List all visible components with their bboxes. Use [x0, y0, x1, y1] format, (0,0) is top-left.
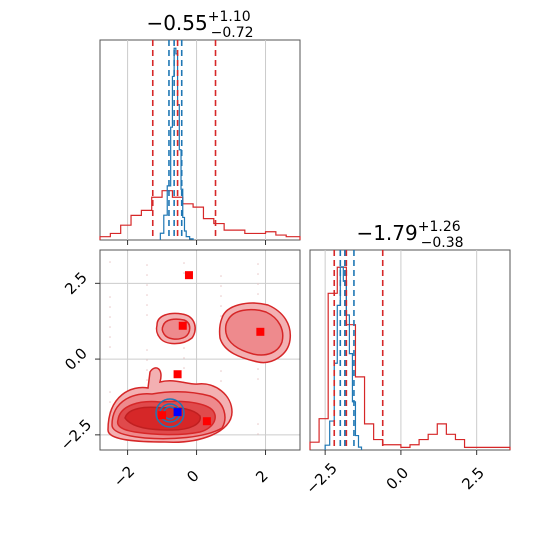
x-tick-label: 0.0 — [383, 464, 413, 494]
sample-dot — [146, 314, 148, 316]
y-tick-label: 0.0 — [61, 344, 91, 374]
histogram-step-1 — [324, 266, 363, 450]
panel-joint: −2 0 2 −2.5 0.0 2.5 — [57, 249, 301, 491]
red-square-marker — [178, 321, 187, 330]
sample-dot — [220, 305, 222, 307]
axes-frame — [309, 249, 511, 451]
sample-dot — [183, 367, 185, 369]
y-tick-label: −2.5 — [57, 416, 95, 454]
panel-y-marginal: −2.5 0.0 2.5 −1.79+1.26 −0.38 — [302, 219, 511, 498]
sample-dot — [109, 316, 111, 318]
sample-dot — [146, 264, 148, 266]
title-value: −1.79 — [356, 221, 417, 245]
x-tick-label: 2.5 — [458, 464, 488, 494]
sample-dot — [109, 261, 111, 263]
panel-title-y: −1.79+1.26 −0.38 — [356, 219, 463, 251]
axes-frame — [99, 39, 301, 241]
y-tick-label: 2.5 — [61, 269, 91, 299]
red-square-marker — [256, 327, 265, 336]
sample-dot — [183, 262, 185, 264]
sample-dot — [257, 423, 259, 425]
contour-blob-right — [218, 302, 292, 364]
sample-dot — [109, 306, 111, 308]
red-square-marker — [184, 271, 193, 280]
sample-dot — [257, 433, 259, 435]
panel-title-x: −0.55+1.10 −0.72 — [146, 9, 253, 41]
histogram-step-0 — [99, 190, 301, 240]
sample-dot — [109, 391, 111, 393]
sample-dot — [146, 379, 148, 381]
contour-blob-middle — [155, 312, 196, 345]
sample-dot — [109, 326, 111, 328]
x-tick-label: −2.5 — [302, 459, 340, 497]
sample-dot — [109, 346, 111, 348]
histogram-step-1 — [159, 47, 194, 240]
red-square-marker — [202, 417, 211, 426]
sample-dot — [183, 347, 185, 349]
red-square-marker — [158, 411, 167, 420]
sample-dot — [146, 284, 148, 286]
sample-dot — [146, 294, 148, 296]
sample-dot — [257, 378, 259, 380]
x-tick-label: 0 — [183, 467, 202, 486]
title-sup: +1.26 — [418, 219, 461, 235]
sample-dot — [220, 275, 222, 277]
blue-square-marker — [173, 408, 182, 417]
title-sub: −0.72 — [211, 25, 254, 41]
sample-dot — [220, 380, 222, 382]
sample-dot — [220, 295, 222, 297]
sample-dot — [257, 273, 259, 275]
sample-dot — [146, 359, 148, 361]
sample-dot — [146, 274, 148, 276]
sample-dot — [146, 349, 148, 351]
sample-dot — [146, 304, 148, 306]
sample-dot — [220, 285, 222, 287]
sample-dot — [257, 283, 259, 285]
sample-dot — [220, 315, 222, 317]
title-value: −0.55 — [146, 11, 207, 35]
sample-dot — [109, 401, 111, 403]
axes-frame — [99, 249, 301, 451]
title-sub: −0.38 — [421, 235, 464, 251]
x-tick-label: −2 — [110, 462, 138, 490]
histogram-step-0 — [309, 266, 511, 450]
sample-dot — [220, 370, 222, 372]
contour-blob-bottom — [107, 367, 233, 443]
sample-dot — [109, 336, 111, 338]
panel-x-marginal: −0.55+1.10 −0.72 — [99, 9, 301, 245]
x-tick-label: 2 — [252, 467, 271, 486]
sample-dot — [183, 357, 185, 359]
sample-dot — [146, 369, 148, 371]
sample-dot — [109, 296, 111, 298]
sample-dot — [257, 263, 259, 265]
sample-dot — [257, 368, 259, 370]
sample-dot — [183, 272, 185, 274]
title-sup: +1.10 — [208, 9, 251, 25]
red-square-marker — [173, 370, 182, 379]
sample-dot — [257, 293, 259, 295]
